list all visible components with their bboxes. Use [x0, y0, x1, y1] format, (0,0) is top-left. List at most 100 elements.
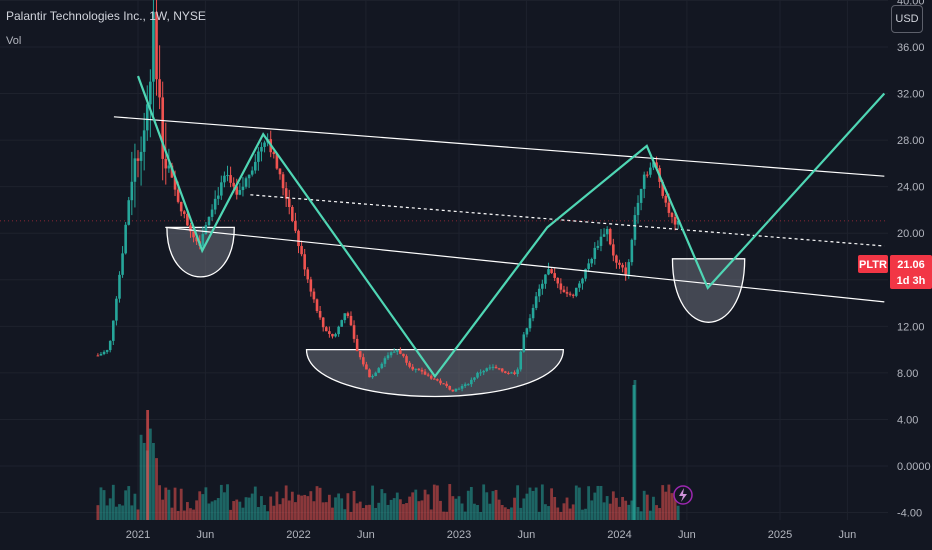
candle-body	[664, 195, 668, 203]
volume-bar	[195, 500, 199, 520]
candle-body	[417, 368, 421, 370]
candle-body	[522, 334, 526, 352]
candle-body	[133, 158, 137, 182]
candle-body	[164, 158, 168, 169]
cup-shape	[166, 226, 235, 278]
time-tick-label: 2021	[126, 529, 150, 541]
candle-body	[238, 190, 242, 195]
price-tick-label: 20.00	[897, 228, 925, 240]
candle-body	[96, 355, 100, 357]
volume-bar	[581, 509, 584, 520]
volume-bar	[417, 501, 421, 520]
candle-body	[257, 151, 260, 162]
candle-body	[599, 236, 603, 246]
candle-body	[454, 388, 458, 392]
candle-body	[633, 215, 637, 240]
candle-body	[439, 380, 442, 384]
candle-body	[291, 207, 294, 222]
price-tick-label: 28.00	[897, 135, 925, 147]
candle-body	[368, 369, 371, 378]
volume-bar	[306, 496, 310, 520]
volume-bar	[189, 508, 192, 520]
volume-bar	[164, 487, 168, 520]
volume-bar	[334, 497, 337, 520]
candle-body	[186, 213, 189, 226]
candle-body	[627, 262, 631, 275]
volume-bar	[435, 485, 439, 520]
volume-bar	[111, 484, 115, 520]
volume-bar	[170, 507, 174, 520]
volume-bar	[439, 500, 442, 520]
candle-body	[645, 174, 649, 176]
volume-bar	[303, 494, 307, 520]
volume-bar	[226, 484, 229, 520]
candle-body	[389, 352, 393, 356]
volume-bar	[139, 434, 143, 520]
volume-bar	[349, 511, 353, 520]
candle-body	[479, 372, 482, 374]
candle-body	[531, 307, 535, 319]
price-value: 21.06	[897, 259, 925, 271]
volume-bar	[414, 489, 418, 520]
volume-bar	[192, 509, 195, 520]
zigzag-projection	[136, 75, 886, 379]
candle-body	[328, 331, 331, 334]
candle-body	[309, 279, 313, 292]
volume-bar	[534, 487, 538, 520]
candle-body	[550, 269, 553, 274]
volume-bar	[392, 498, 396, 520]
volume-bar	[102, 490, 106, 520]
candle-body	[497, 368, 501, 370]
symbol-title[interactable]: Palantir Technologies Inc., 1W, NYSE	[6, 9, 206, 23]
candle-body	[263, 142, 266, 147]
candle-body	[121, 253, 124, 275]
candle-body	[405, 356, 408, 363]
candle-body	[408, 362, 411, 367]
candle-body	[380, 363, 384, 369]
currency-button[interactable]: USD	[891, 5, 923, 33]
volume-bar	[318, 487, 322, 520]
candle-body	[476, 372, 479, 378]
volume-bar	[130, 505, 134, 520]
volume-bar	[645, 494, 649, 520]
candle-body	[491, 366, 495, 368]
volume-bar	[673, 491, 677, 520]
volume-bar	[198, 491, 202, 520]
volume-bar	[497, 499, 501, 520]
volume-bar	[525, 493, 529, 520]
candle-body	[371, 376, 374, 378]
candle-body	[161, 97, 164, 159]
volume-bar	[632, 385, 636, 520]
candle-body	[149, 81, 152, 105]
volume-bar	[179, 488, 183, 520]
candle-body	[608, 228, 612, 245]
candle-body	[235, 186, 239, 195]
candle-body	[436, 379, 439, 381]
candle-body	[494, 366, 498, 369]
candle-body	[556, 277, 560, 284]
candle-body	[463, 384, 467, 387]
volume-bar	[114, 506, 118, 520]
volume-bar	[247, 497, 251, 520]
volume-bar	[408, 496, 412, 520]
volume-bar	[519, 507, 523, 520]
price-tick-label: 0.0000	[897, 461, 931, 473]
candle-body	[365, 364, 368, 370]
candle-body	[340, 320, 344, 327]
volume-bar	[420, 500, 424, 520]
volume-bar	[454, 498, 458, 520]
candle-body	[593, 247, 597, 259]
volume-bar	[374, 507, 378, 520]
volume-bar	[260, 496, 263, 520]
volume-label[interactable]: Vol	[6, 35, 22, 47]
candle-body	[155, 11, 158, 80]
candle-body	[541, 283, 544, 289]
volume-bar	[136, 509, 140, 520]
candle-body	[324, 327, 328, 332]
lightning-icon-glyph	[679, 488, 687, 502]
volume-bar	[562, 503, 566, 520]
candle-body	[639, 188, 643, 203]
chart-grid	[0, 0, 888, 520]
volume-bar	[281, 498, 285, 520]
